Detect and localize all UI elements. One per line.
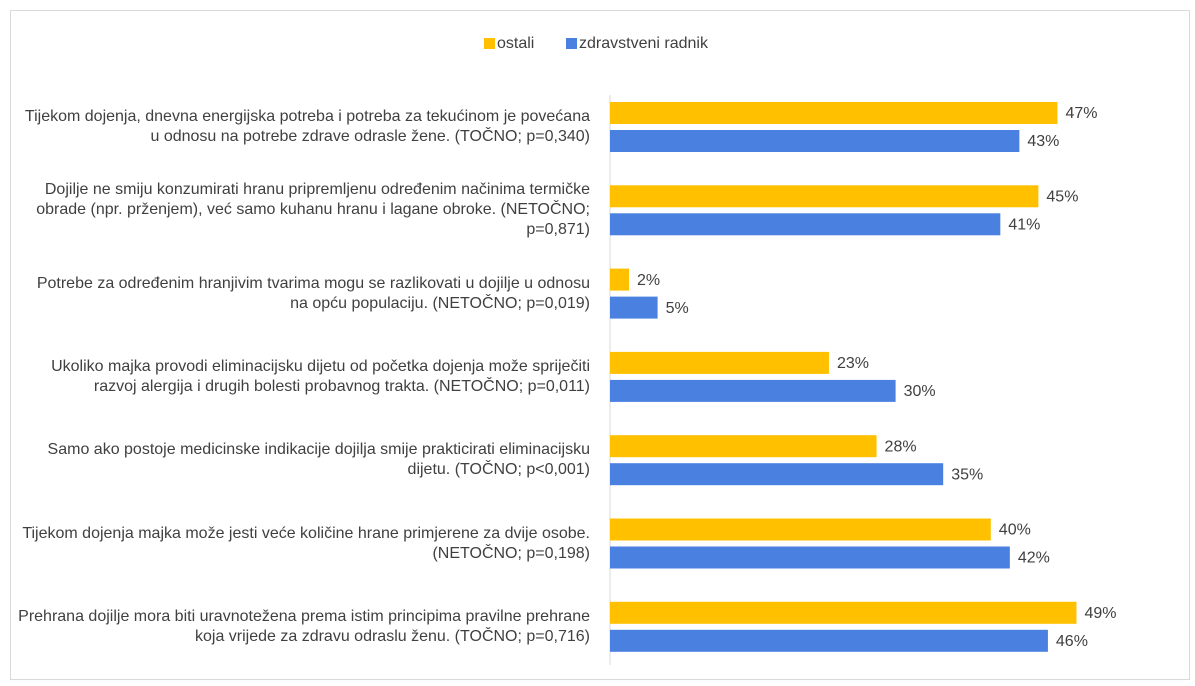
category-label: Tijekom dojenja, dnevna energijska potre…	[24, 108, 590, 145]
data-label: 5%	[666, 300, 689, 317]
data-label: 46%	[1056, 633, 1088, 650]
bar	[610, 268, 630, 291]
data-label: 40%	[999, 522, 1031, 539]
legend-swatch	[484, 38, 495, 49]
data-label: 49%	[1084, 605, 1116, 622]
category-label: Ukoliko majka provodi eliminacijsku dije…	[51, 357, 590, 395]
data-label: 45%	[1046, 189, 1078, 206]
data-label: 30%	[904, 383, 936, 400]
data-label: 41%	[1008, 217, 1040, 234]
bar	[610, 546, 1010, 569]
category-label: Dojilje ne smiju konzumirati hranu pripr…	[36, 181, 590, 239]
data-label: 35%	[951, 466, 983, 483]
data-label: 43%	[1027, 133, 1059, 150]
bar	[610, 379, 896, 402]
bar	[610, 185, 1039, 208]
legend-label: ostali	[497, 35, 534, 52]
bar	[610, 435, 877, 458]
data-label: 23%	[837, 355, 869, 372]
bar	[610, 102, 1058, 124]
bar	[610, 213, 1001, 236]
bar	[610, 351, 829, 374]
category-label: Samo ako postoje medicinske indikacije d…	[47, 441, 590, 479]
category-label: Tijekom dojenja majka može jesti veće ko…	[22, 524, 590, 562]
data-label: 42%	[1018, 550, 1050, 567]
category-label: Potrebe za određenim hranjivim tvarima m…	[36, 274, 590, 312]
bar	[610, 296, 658, 319]
data-label: 28%	[885, 438, 917, 455]
bar	[610, 518, 991, 541]
bar	[610, 601, 1077, 624]
legend-label: zdravstveni radnik	[579, 35, 709, 52]
category-label: Prehrana dojilje mora biti uravnotežena …	[18, 607, 590, 645]
bar	[610, 130, 1020, 152]
data-label: 2%	[637, 272, 660, 289]
legend-swatch	[566, 38, 577, 49]
data-label: 47%	[1065, 105, 1097, 122]
bar	[610, 629, 1048, 652]
bar	[610, 463, 944, 486]
